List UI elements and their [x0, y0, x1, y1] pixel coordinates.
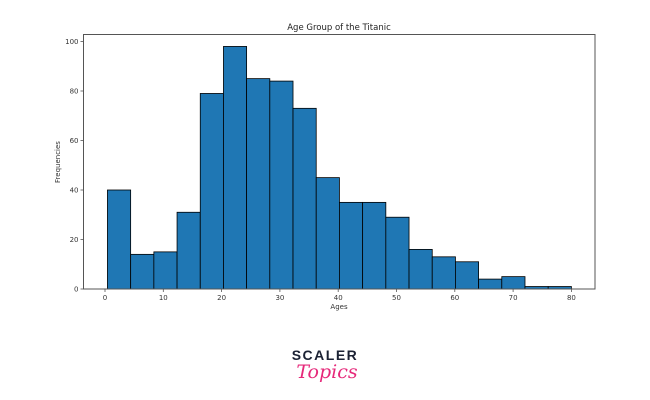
y-tick-label: 100 [65, 38, 78, 46]
histogram-chart: Age Group of the Titanic 0 10 20 30 40 50 60 70… [54, 23, 596, 311]
x-axis-ticks: 0 10 20 30 40 50 60 70 80 [103, 289, 576, 302]
y-tick-label: 60 [70, 137, 79, 145]
logo-topics-text: Topics [296, 361, 358, 383]
x-tick-label: 10 [159, 294, 168, 302]
x-tick-label: 70 [509, 294, 518, 302]
histogram-bar [246, 78, 271, 290]
x-tick-label: 30 [275, 294, 284, 302]
x-tick-label: 20 [217, 294, 226, 302]
histogram-bar [107, 189, 132, 290]
histogram-bar [130, 253, 155, 290]
x-axis-label: Ages [330, 303, 348, 311]
histogram-bar [455, 261, 479, 290]
y-axis-ticks: 0 20 40 60 80 100 [65, 38, 84, 294]
histogram-bars [107, 46, 572, 290]
x-tick-label: 50 [392, 294, 401, 302]
scaler-topics-logo: SCALER Topics [0, 348, 650, 383]
y-axis-label: Frequencies [54, 141, 62, 183]
logo-scaler-text: SCALER [291, 347, 359, 363]
histogram-bar [385, 216, 410, 290]
x-tick-label: 80 [567, 294, 576, 302]
histogram-bar [431, 256, 456, 290]
histogram-bar [153, 251, 178, 290]
histogram-bar [339, 201, 364, 290]
histogram-bar [478, 278, 503, 290]
y-tick-label: 20 [70, 236, 79, 244]
x-tick-label: 60 [450, 294, 459, 302]
histogram-bar [269, 80, 294, 290]
histogram-bar [176, 211, 201, 290]
chart-title: Age Group of the Titanic [287, 23, 391, 33]
y-tick-label: 80 [70, 88, 79, 96]
x-tick-label: 40 [334, 294, 343, 302]
plot-frame [83, 34, 596, 290]
histogram-bar [223, 46, 248, 290]
histogram-bar [292, 107, 317, 290]
x-tick-label: 0 [103, 294, 107, 302]
histogram-bar [199, 93, 224, 290]
histogram-bar [408, 248, 433, 290]
histogram-bar [501, 276, 526, 290]
histogram-bar [362, 201, 387, 290]
histogram-bar [315, 177, 340, 290]
y-tick-label: 0 [74, 286, 78, 294]
y-tick-label: 40 [70, 187, 79, 195]
